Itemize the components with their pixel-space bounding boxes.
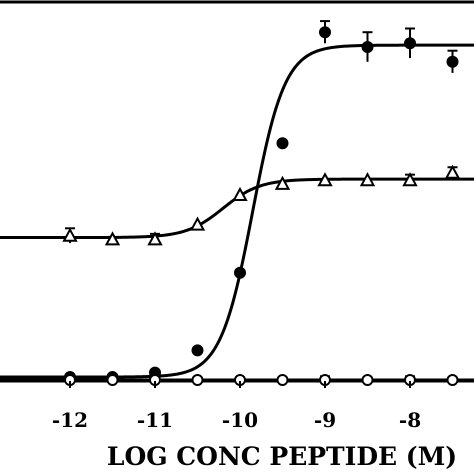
data-point-open-triangle: [444, 164, 461, 179]
data-point-open-triangle: [274, 175, 291, 190]
x-axis-ticks: -12 -11 -10 -9 -8: [52, 381, 421, 432]
data-point-open-triangle: [232, 186, 248, 201]
x-tick-label: -10: [222, 408, 258, 432]
x-tick-label: -11: [137, 408, 173, 432]
x-tick-label: -12: [52, 408, 88, 432]
data-point-open-triangle: [189, 216, 206, 231]
data-point-open-triangle: [359, 172, 376, 187]
x-tick-label: -8: [399, 408, 421, 432]
data-point-filled-circle: [319, 26, 331, 39]
data-point-filled-circle: [446, 55, 459, 68]
data-point-open-circle: [106, 374, 119, 386]
data-point-filled-circle: [191, 344, 204, 357]
data-point-open-triangle: [104, 231, 121, 246]
fit-curve-filled-circle: [0, 43, 474, 379]
data-point-open-circle: [276, 374, 289, 386]
data-point-filled-circle: [234, 266, 246, 279]
data-point-filled-circle: [404, 37, 416, 50]
x-axis-title: LOG CONC PEPTIDE (M): [107, 442, 457, 471]
data-point-filled-circle: [276, 137, 289, 150]
data-markers: [62, 20, 461, 386]
data-point-open-circle: [191, 374, 204, 386]
data-point-filled-circle: [361, 41, 374, 53]
data-point-open-triangle: [62, 227, 78, 242]
x-tick-label: -9: [314, 408, 336, 432]
data-point-open-triangle: [402, 172, 418, 187]
fit-curves: [0, 43, 474, 382]
data-point-open-circle: [361, 374, 374, 386]
data-point-open-triangle: [147, 231, 163, 246]
data-point-open-triangle: [317, 172, 333, 187]
data-point-open-circle: [446, 374, 459, 386]
fit-curve-open-triangle: [0, 177, 474, 240]
